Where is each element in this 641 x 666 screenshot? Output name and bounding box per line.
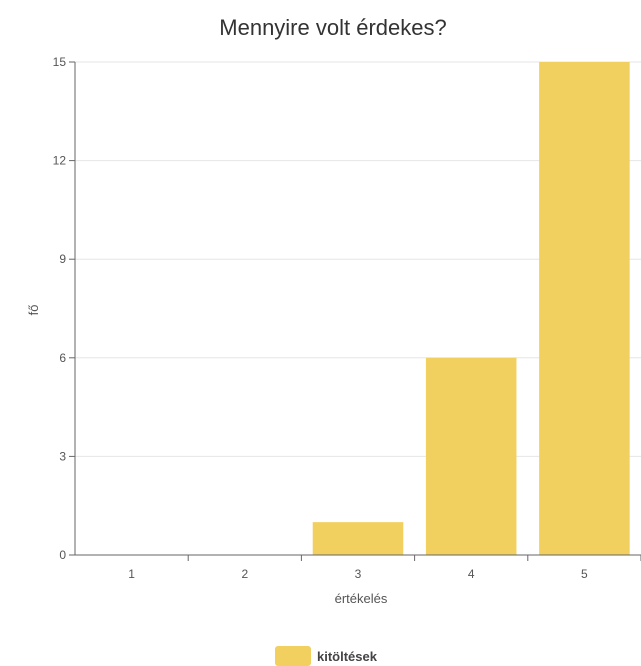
y-tick-label: 15 [53,55,67,69]
bar[interactable] [539,62,630,555]
bar[interactable] [312,522,404,555]
y-axis-label: fő [26,305,41,316]
chart-title: Mennyire volt érdekes? [219,15,446,40]
legend-label: kitöltések [317,649,378,664]
x-tick-label: 5 [581,567,588,581]
y-tick-label: 6 [59,351,66,365]
y-tick-label: 12 [53,154,67,168]
x-tick-label: 1 [128,567,135,581]
x-tick-label: 4 [468,567,475,581]
x-tick-label: 2 [241,567,248,581]
y-tick-label: 0 [59,548,66,562]
x-tick-label: 3 [355,567,362,581]
bar[interactable] [425,357,517,555]
legend-swatch [275,646,311,666]
y-tick-label: 9 [59,252,66,266]
bars [312,62,630,555]
legend[interactable]: kitöltések [275,646,378,666]
y-tick-label: 3 [59,449,66,463]
x-axis-label: értékelés [335,591,388,606]
